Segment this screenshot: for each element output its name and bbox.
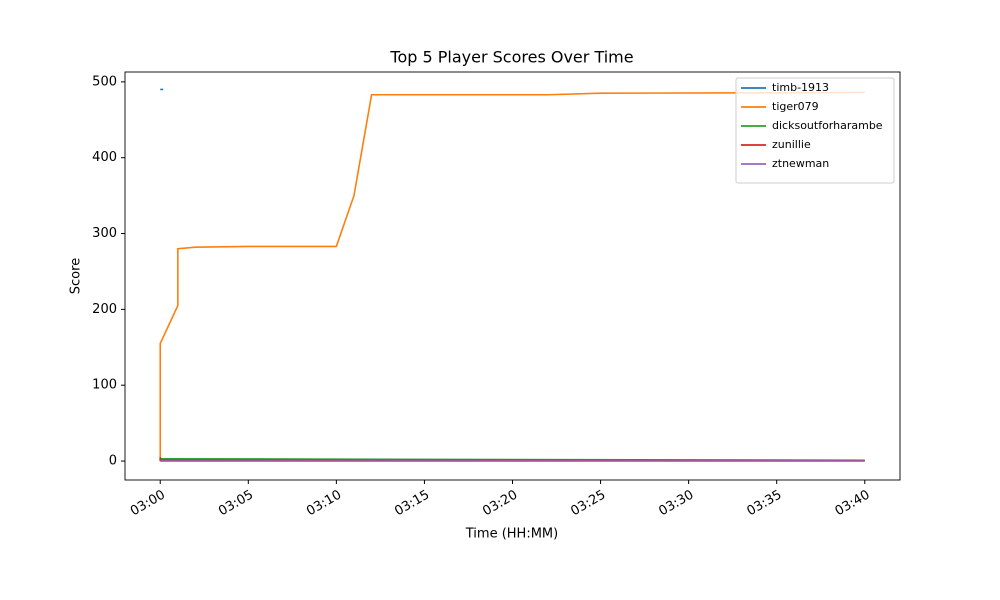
y-tick-label: 0: [109, 454, 117, 469]
legend-label: tiger079: [772, 100, 819, 113]
y-axis-label: Score: [69, 258, 84, 294]
legend-label: zunillie: [772, 138, 811, 151]
y-tick-label: 100: [92, 378, 117, 393]
y-tick-label: 200: [92, 302, 117, 317]
y-tick-label: 400: [92, 150, 117, 165]
legend-label: ztnewman: [772, 157, 829, 170]
series-line: [159, 91, 865, 462]
legend-box: [735, 77, 895, 184]
plot-frame: [124, 71, 901, 481]
x-axis-label: Time (HH:MM): [465, 527, 558, 542]
legend: timb-1913 tiger079 dicksoutforharambe zunil…: [735, 77, 895, 184]
chart-title: Top 5 Player Scores Over Time: [389, 48, 633, 67]
legend-label: dicksoutforharambe: [772, 119, 883, 132]
y-tick-label: 500: [92, 74, 117, 89]
y-tick-label: 300: [92, 226, 117, 241]
legend-label: timb-1913: [772, 81, 829, 94]
